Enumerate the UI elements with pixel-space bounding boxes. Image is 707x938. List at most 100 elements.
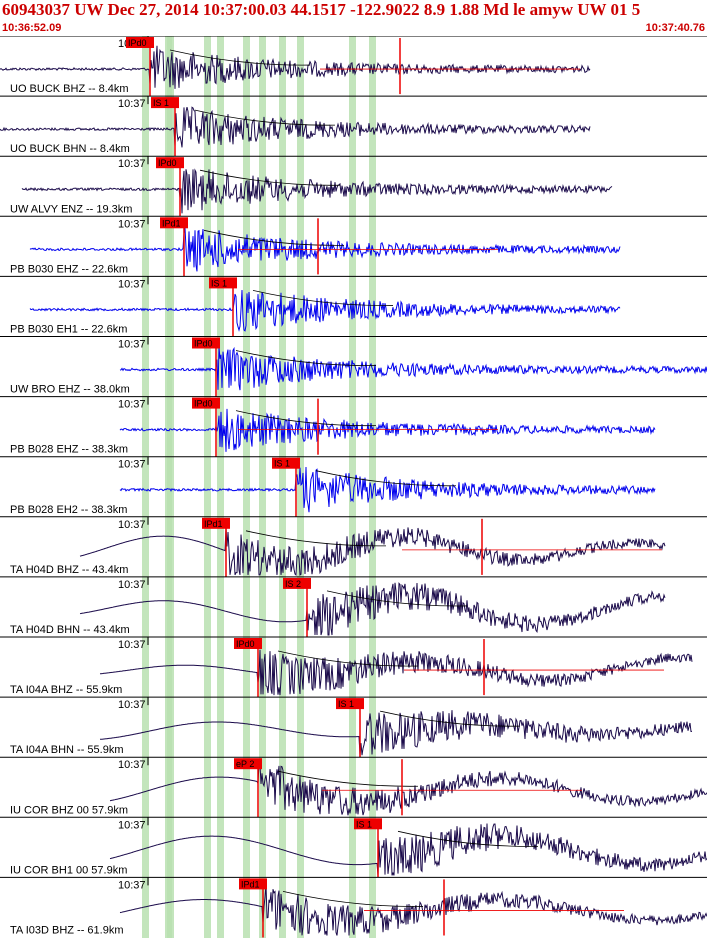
station-label: TA H04D BHZ -- 43.4km [10, 564, 128, 576]
minute-label: 10:37 [118, 339, 146, 351]
station-label: IU COR BH1 00 57.9km [10, 864, 127, 876]
trace-row: 10:37 IPd1 TA H04D BHZ -- 43.4km [0, 516, 707, 577]
pick-label: IPd0 [194, 339, 213, 349]
waveform [29, 227, 621, 272]
arrival-curve [252, 290, 394, 306]
waveform [119, 346, 707, 391]
pick-label-box[interactable] [272, 457, 300, 469]
trace-row: 10:37 IS 1 TA I04A BHN -- 55.9km [0, 696, 707, 758]
waveform [29, 289, 621, 332]
alignment-band [243, 36, 250, 938]
trace-row: 10:37 IPd0 UW BRO EHZ -- 38.0km [0, 336, 707, 397]
pick-label-box[interactable] [192, 337, 220, 349]
station-label: PB B030 EH1 -- 22.6km [10, 324, 127, 336]
pick-label: IS 2 [285, 579, 301, 589]
alignment-band [279, 36, 286, 938]
trace-row: 10:37 eP 2 IU COR BHZ 00 57.9km [0, 756, 707, 818]
alignment-band [217, 36, 224, 938]
minute-label: 10:37 [118, 699, 146, 711]
pick-label-box[interactable] [156, 157, 184, 169]
arrival-curve [194, 109, 336, 126]
alignment-band [204, 36, 211, 938]
trace-row: 10:37 IPd0 TA I04A BHZ -- 55.9km [0, 636, 707, 698]
pick-label: IS 1 [211, 278, 227, 288]
pick-label-box[interactable] [354, 818, 382, 830]
trace-row: 10:37 IPd0 PB B028 EHZ -- 38.3km [0, 396, 707, 457]
pick-label-box[interactable] [151, 97, 179, 109]
pick-label: IS 1 [356, 819, 372, 829]
pick-label: IS 1 [338, 699, 354, 709]
arrival-curve [169, 49, 311, 66]
pick-label-box[interactable] [239, 878, 267, 890]
arrival-curve [235, 410, 377, 427]
pick-label: IPd0 [128, 38, 147, 48]
waveform [119, 884, 707, 936]
arrival-curve [203, 229, 345, 246]
pick-label-box[interactable] [283, 577, 311, 589]
event-header: 60943037 UW Dec 27, 2014 10:37:00.03 44.… [0, 0, 707, 36]
pick-label: eP 2 [236, 759, 254, 769]
waveform [99, 710, 693, 756]
alignment-band [349, 36, 356, 938]
pick-label-box[interactable] [126, 37, 154, 48]
alignment-band [142, 36, 149, 938]
minute-label: 10:37 [118, 278, 146, 290]
minute-label: 10:37 [118, 639, 146, 651]
pick-label: IPd0 [158, 158, 177, 168]
waveform [79, 582, 666, 636]
alignment-band [259, 36, 266, 938]
station-label: TA H04D BHN -- 43.4km [10, 624, 130, 636]
trace-row: 10:37 IS 1 IU COR BH1 00 57.9km [0, 816, 707, 878]
station-label: TA I04A BHN -- 55.9km [10, 744, 124, 756]
pick-label: IS 1 [274, 459, 290, 469]
pick-label-box[interactable] [192, 397, 220, 409]
minute-label: 10:37 [118, 579, 146, 591]
arrival-curve [326, 590, 468, 607]
pick-label-box[interactable] [209, 277, 237, 289]
seismogram-panel: 10:37 IPd0 UO BUCK BHZ -- 8.4km 10:37 IS 1 UO… [0, 36, 707, 938]
arrival-curve [245, 530, 387, 547]
pick-label-box[interactable] [234, 638, 262, 649]
arrival-curve [282, 891, 424, 907]
pick-label: IPd0 [236, 639, 255, 649]
station-label: UW ALVY ENZ -- 19.3km [10, 203, 132, 215]
pick-label-box[interactable] [234, 758, 262, 770]
pick-label: IS 1 [153, 98, 169, 108]
minute-label: 10:37 [118, 399, 146, 411]
station-label: UO BUCK BHZ -- 8.4km [10, 83, 129, 95]
pick-label: IPd0 [194, 399, 213, 409]
minute-label: 10:37 [118, 459, 146, 471]
pick-label-box[interactable] [336, 698, 364, 710]
station-label: PB B028 EHZ -- 38.3km [10, 444, 128, 456]
alignment-band [369, 36, 376, 938]
station-label: UW BRO EHZ -- 38.0km [10, 384, 130, 396]
pick-label-box[interactable] [160, 217, 188, 229]
minute-label: 10:37 [118, 519, 146, 531]
pick-label-box[interactable] [202, 517, 230, 529]
arrival-curve [315, 470, 457, 487]
trace-row: 10:37IPd0UO BUCK BHZ -- 8.4km [0, 36, 707, 97]
waveform [109, 823, 707, 876]
station-label: UO BUCK BHN -- 8.4km [10, 143, 130, 155]
trace-row: 10:37 IPd1 TA I03D BHZ -- 61.9km [0, 876, 707, 938]
trace-row: 10:37 IS 1 PB B030 EH1 -- 22.6km [0, 275, 707, 337]
waveform [119, 408, 656, 452]
arrival-curve [235, 350, 377, 366]
minute-label: 10:37 [118, 879, 146, 891]
waveform [119, 466, 656, 513]
minute-label: 10:37 [118, 759, 146, 771]
minute-label: 10:37 [118, 819, 146, 831]
station-label: PB B028 EH2 -- 38.3km [10, 504, 127, 516]
minute-label: 10:37 [118, 98, 146, 110]
station-label: PB B030 EHZ -- 22.6km [10, 263, 128, 275]
arrival-curve [397, 830, 539, 847]
trace-row: 10:37 IS 1 UO BUCK BHN -- 8.4km [0, 95, 707, 157]
station-label: TA I03D BHZ -- 61.9km [10, 925, 124, 937]
station-label: IU COR BHZ 00 57.9km [10, 804, 128, 816]
minute-label: 10:37 [118, 158, 146, 170]
window-end-time: 10:37:40.76 [645, 22, 705, 34]
station-label: TA I04A BHZ -- 55.9km [10, 684, 122, 696]
event-title: 60943037 UW Dec 27, 2014 10:37:00.03 44.… [2, 0, 641, 19]
alignment-band [297, 36, 304, 938]
waveform [109, 762, 707, 816]
